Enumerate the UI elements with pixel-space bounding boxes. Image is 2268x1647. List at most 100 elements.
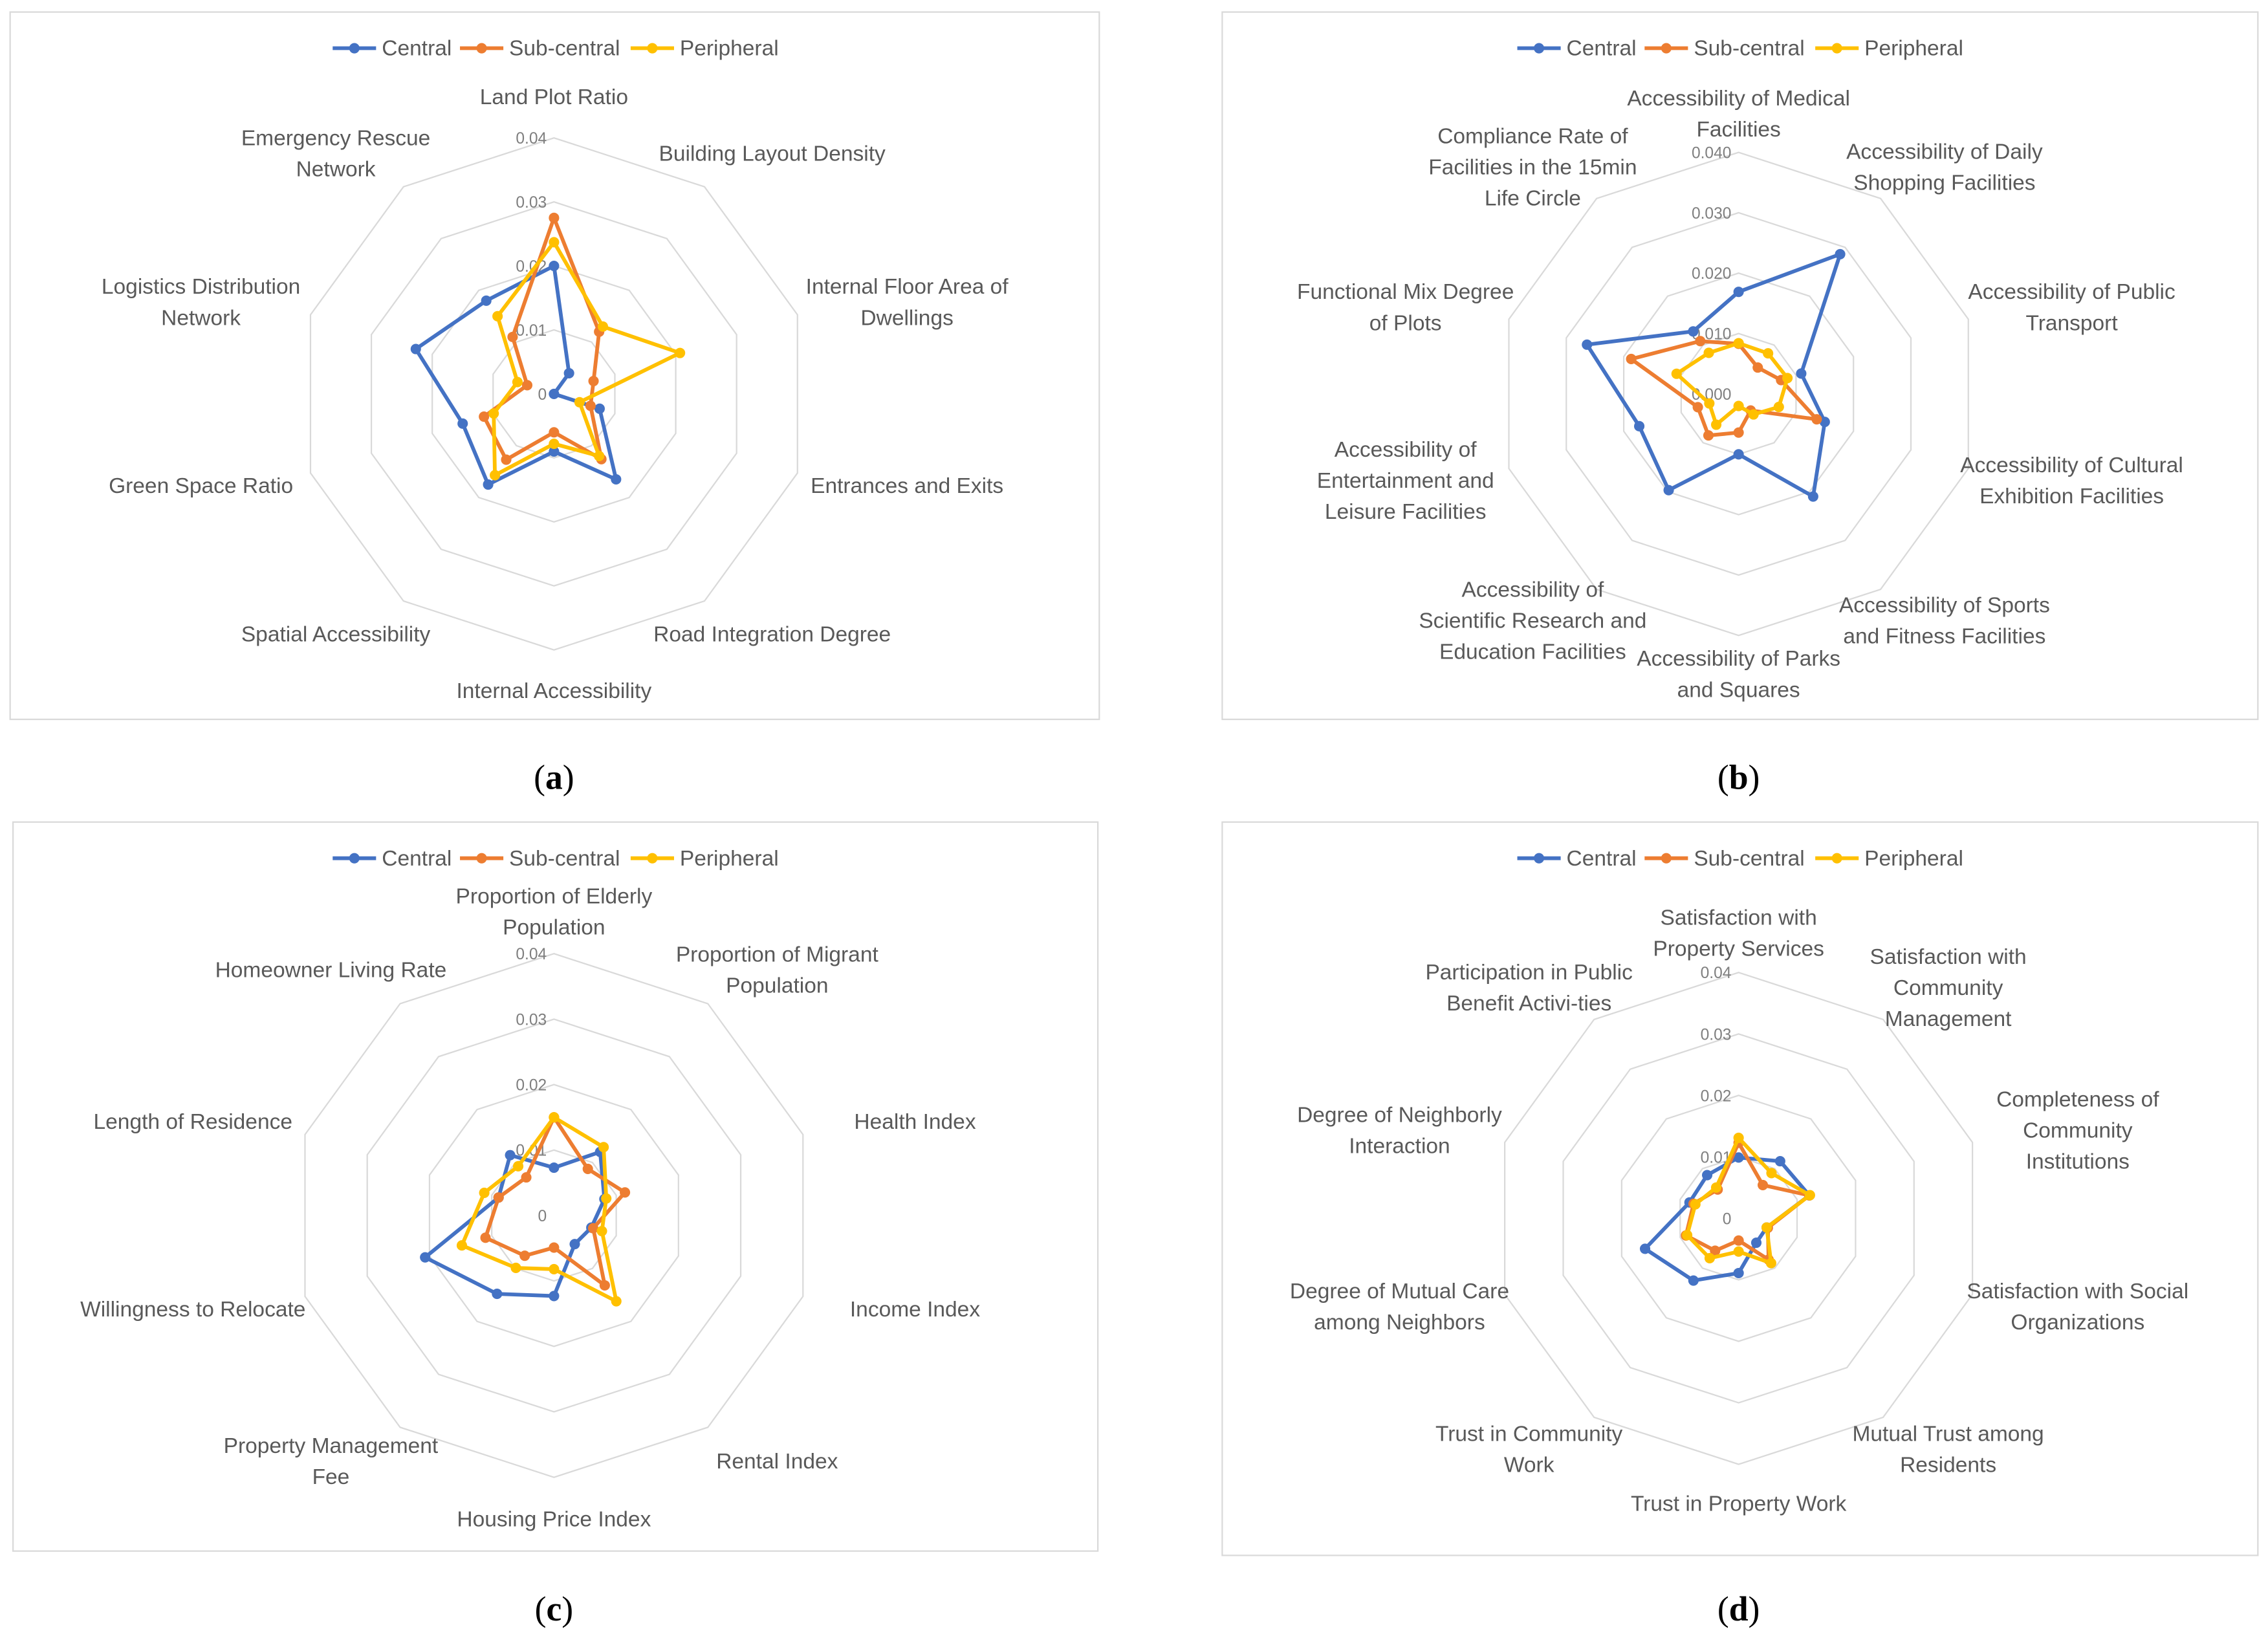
legend-item-central[interactable]: Central (1517, 847, 1637, 871)
axis-label: Income Index (850, 1298, 980, 1322)
axis-label: Completeness of Community Institutions (1996, 1087, 2159, 1173)
data-point (510, 1262, 521, 1274)
data-point (594, 403, 605, 414)
axis-label-line: and Squares (1677, 678, 1800, 702)
data-point (1761, 1222, 1772, 1233)
data-point (1633, 420, 1645, 431)
legend-marker-icon (476, 853, 487, 864)
caption-paren: ) (563, 758, 574, 796)
caption-paren: ( (535, 1589, 547, 1628)
axis-label: Homeowner Living Rate (215, 958, 447, 982)
legend-item-peripheral[interactable]: Peripheral (630, 847, 779, 871)
data-point (505, 1150, 516, 1161)
axis-label-line: Accessibility of Parks (1637, 647, 1840, 671)
tick-label: 0.02 (516, 1077, 547, 1095)
data-point (1782, 373, 1793, 384)
grid-ring (304, 953, 804, 1478)
data-point (1766, 1168, 1777, 1179)
axis-label-line: Dwellings (860, 306, 953, 330)
data-point (549, 1263, 560, 1274)
axis-label: Satisfaction with Community Management (1870, 945, 2027, 1031)
axis-label: Accessibility of Cultural Exhibition Faci… (1960, 453, 2183, 508)
panel-caption: (b) (1717, 758, 1760, 796)
legend-marker-icon (1534, 853, 1545, 864)
axis-label-line: Accessibility of Cultural (1960, 453, 2183, 477)
data-point (549, 388, 560, 399)
data-point (1671, 368, 1682, 379)
legend-item-peripheral[interactable]: Peripheral (1815, 37, 1963, 61)
axis-label-line: Homeowner Living Rate (215, 958, 447, 982)
data-point (596, 1225, 607, 1237)
data-point (1835, 248, 1846, 259)
data-point (1704, 1252, 1715, 1263)
series-central (1582, 248, 1846, 502)
data-point (1733, 400, 1744, 411)
axis-label-line: Entertainment and (1317, 469, 1494, 493)
axis-label-line: Rental Index (716, 1450, 838, 1474)
tick-label: 0 (1723, 1210, 1732, 1228)
data-point (620, 1187, 631, 1198)
caption-paren: ( (534, 758, 545, 796)
axis-label: Entrances and Exits (811, 474, 1003, 498)
axis-label-line: Degree of Neighborly (1297, 1103, 1502, 1127)
data-point (1690, 1199, 1701, 1210)
axis-label-line: Accessibility of Daily (1846, 140, 2043, 164)
data-point (574, 397, 585, 408)
legend-item-sub-central[interactable]: Sub-central (460, 847, 620, 871)
legend-item-sub-central[interactable]: Sub-central (1644, 847, 1805, 871)
axis-label: Proportion of Elderly Population (456, 885, 653, 940)
legend-item-central[interactable]: Central (333, 37, 452, 61)
data-point (1804, 1190, 1815, 1201)
legend-item-sub-central[interactable]: Sub-central (1644, 37, 1805, 61)
axis-label-line: Community (2023, 1118, 2133, 1142)
axis-label-line: Interaction (1349, 1134, 1450, 1158)
chart-frame (12, 821, 1099, 1552)
legend-marker-icon (349, 43, 360, 54)
data-point (521, 380, 533, 391)
data-point (1582, 339, 1593, 350)
data-point (1688, 1275, 1699, 1286)
data-point (1733, 1132, 1744, 1143)
legend-label: Peripheral (1864, 37, 1963, 61)
legend-label: Central (382, 37, 452, 61)
data-point (549, 212, 560, 223)
data-point (488, 408, 499, 419)
grid-ring (366, 1018, 742, 1413)
data-point (481, 295, 492, 306)
axis-label: Health Index (854, 1110, 976, 1134)
legend-item-peripheral[interactable]: Peripheral (630, 37, 779, 61)
tick-label: 0.01 (516, 322, 547, 340)
axis-label-line: Land Plot Ratio (480, 85, 628, 109)
axis-label-line: Network (296, 158, 376, 182)
data-point (1639, 1243, 1651, 1254)
data-point (549, 446, 560, 457)
grid-ring (1565, 212, 1912, 576)
data-point (1750, 1238, 1762, 1249)
axis-label-line: Willingness to Relocate (80, 1298, 305, 1322)
axis-label: Trust in Community Work (1435, 1422, 1623, 1477)
axis-label-line: Institutions (2026, 1150, 2130, 1173)
legend-item-peripheral[interactable]: Peripheral (1815, 847, 1963, 871)
data-point (492, 311, 503, 322)
data-point (1703, 430, 1714, 441)
axis-label: Internal Accessibility (456, 679, 651, 703)
data-point (493, 1192, 504, 1203)
axis-label-line: Transport (2025, 311, 2118, 335)
grid-ring (1504, 972, 1974, 1465)
data-point (492, 1289, 503, 1300)
axis-label-line: Accessibility of Medical (1627, 87, 1850, 111)
legend-marker-icon (349, 853, 360, 864)
axis-label-line: Shopping Facilities (1853, 171, 2035, 195)
caption-letter: a (545, 758, 563, 796)
axis-label: Road Integration Degree (653, 623, 891, 647)
legend-item-central[interactable]: Central (1517, 37, 1637, 61)
data-point (1704, 398, 1715, 409)
legend-item-central[interactable]: Central (333, 847, 452, 871)
data-point (585, 400, 596, 411)
legend-item-sub-central[interactable]: Sub-central (460, 37, 620, 61)
data-point (1733, 1246, 1744, 1257)
data-point (597, 321, 609, 332)
